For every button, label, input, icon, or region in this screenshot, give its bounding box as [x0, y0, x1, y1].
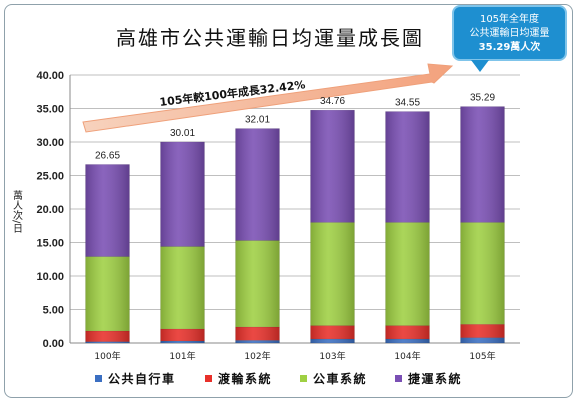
bar-segment-shade — [310, 338, 355, 343]
total-label: 34.55 — [395, 98, 420, 109]
y-tick-label: 35.00 — [36, 104, 64, 116]
callout-tail — [471, 60, 489, 72]
bar-segment-shade — [385, 222, 430, 326]
bar-segment-shade — [310, 110, 355, 223]
x-tick-label: 104年 — [394, 350, 420, 362]
bar-segment-shade — [385, 325, 430, 339]
y-tick-label: 20.00 — [36, 204, 64, 216]
bar-segment-shade — [160, 328, 205, 341]
total-label: 35.29 — [470, 93, 495, 104]
bar-segment-shade — [235, 340, 280, 343]
bar-segment-shade — [460, 222, 505, 325]
bar-segment-shade — [385, 111, 430, 223]
bar-segment-shade — [310, 325, 355, 339]
legend-label: 捷運系統 — [408, 371, 462, 386]
callout-line-1: 105年全年度 — [479, 14, 540, 25]
callout-line-3: 35.29萬人次 — [478, 42, 541, 53]
total-label: 32.01 — [245, 115, 270, 126]
bar-segment-shade — [85, 256, 130, 331]
y-tick-label: 30.00 — [36, 137, 64, 149]
y-tick-label: 25.00 — [36, 171, 64, 183]
total-label: 26.65 — [95, 150, 120, 161]
y-tick-label: 10.00 — [36, 271, 64, 283]
x-tick-label: 105年 — [469, 350, 495, 362]
chart-title: 高雄市公共運輸日均運量成長圖 — [116, 26, 424, 50]
bar-segment-shade — [85, 341, 130, 343]
total-label: 30.01 — [170, 128, 195, 139]
legend-label: 渡輪系統 — [218, 371, 272, 386]
legend-swatch — [205, 375, 212, 382]
legend-label: 公共自行車 — [108, 371, 176, 386]
legend-label: 公車系統 — [313, 371, 367, 386]
bar-segment-shade — [310, 222, 355, 326]
total-label: 34.76 — [320, 96, 345, 107]
legend-swatch — [95, 375, 102, 382]
x-tick-label: 100年 — [94, 350, 120, 362]
bar-segment-shade — [235, 128, 280, 241]
legend-swatch — [395, 375, 402, 382]
summary-callout: 105年全年度 公共運輸日均運量 35.29萬人次 — [452, 5, 567, 61]
x-tick-label: 101年 — [169, 350, 195, 362]
y-axis-label: 萬人次/日 — [11, 189, 23, 234]
x-tick-label: 103年 — [319, 350, 345, 362]
bar-segment-shade — [160, 246, 205, 329]
callout-line-2: 公共運輸日均運量 — [469, 28, 550, 39]
bar-segment-shade — [160, 340, 205, 343]
legend-swatch — [300, 375, 307, 382]
bar-segment-shade — [460, 337, 505, 343]
bar-segment-shade — [235, 240, 280, 327]
bar-segment-shade — [85, 164, 130, 257]
bar-segment-shade — [160, 141, 205, 247]
bar-segment-shade — [460, 324, 505, 338]
bar-segment-shade — [385, 338, 430, 343]
y-tick-label: 15.00 — [36, 238, 64, 250]
bar-segment-shade — [235, 326, 280, 341]
x-tick-label: 102年 — [244, 350, 270, 362]
y-tick-label: 0.00 — [43, 338, 64, 350]
y-tick-label: 5.00 — [43, 305, 64, 317]
bar-segment-shade — [85, 330, 130, 342]
y-tick-label: 40.00 — [36, 70, 64, 82]
bar-segment-shade — [460, 106, 505, 223]
growth-arrow — [82, 63, 454, 133]
